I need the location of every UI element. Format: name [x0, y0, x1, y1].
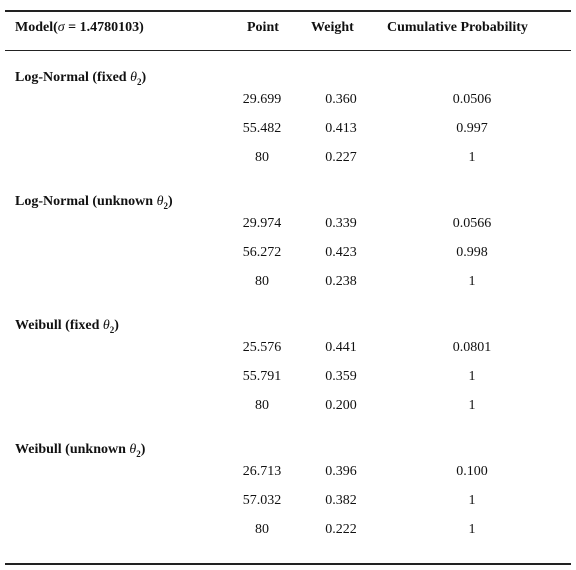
- cell-cumulative: 1: [468, 522, 476, 537]
- header-sigma-symbol: σ: [57, 20, 65, 35]
- table-row: 55.482 0.413 0.997: [5, 121, 571, 143]
- cell-cumulative: 1: [468, 493, 476, 508]
- table-row: 26.713 0.396 0.100: [5, 464, 571, 486]
- cell-weight: 0.227: [325, 150, 357, 165]
- cell-weight: 0.238: [325, 274, 357, 289]
- cell-weight: 0.359: [325, 369, 357, 384]
- cell-cumulative: 0.100: [456, 464, 488, 479]
- header-model-prefix: Model(: [15, 20, 58, 35]
- header-point: Point: [247, 20, 279, 35]
- cell-weight: 0.222: [325, 522, 357, 537]
- group-title: Weibull (unknown θ2): [15, 442, 145, 459]
- group-title-text: Weibull (fixed: [15, 318, 103, 333]
- group-title-suffix: ): [141, 70, 147, 85]
- cell-weight: 0.360: [325, 92, 357, 107]
- table-bottom-rule: [5, 563, 571, 565]
- theta-symbol: θ: [156, 194, 164, 209]
- theta-symbol: θ: [102, 318, 110, 333]
- theta-subscript: 2: [136, 448, 141, 459]
- table-row: 57.032 0.382 1: [5, 493, 571, 515]
- cell-point: 80: [255, 274, 269, 289]
- theta-subscript: 2: [136, 76, 142, 87]
- cell-cumulative: 0.0801: [452, 340, 492, 355]
- cell-weight: 0.382: [325, 493, 357, 508]
- header-weight: Weight: [311, 20, 354, 35]
- cell-cumulative: 1: [468, 150, 476, 165]
- group-title-text: Log-Normal (unknown: [15, 194, 157, 209]
- group-title-text: Log-Normal (fixed: [15, 70, 131, 85]
- cell-cumulative: 1: [468, 398, 476, 413]
- table-header-rule: [5, 50, 571, 51]
- group-title: Log-Normal (fixed θ2): [15, 70, 146, 87]
- group-title-suffix: ): [167, 194, 173, 209]
- cell-point: 57.032: [242, 493, 282, 508]
- header-model: Model(σ = 1.4780103): [15, 20, 144, 36]
- cell-cumulative: 0.997: [456, 121, 488, 136]
- theta-symbol: θ: [129, 442, 137, 457]
- cell-point: 29.974: [242, 216, 282, 231]
- cell-point: 29.699: [242, 92, 282, 107]
- cell-point: 56.272: [242, 245, 282, 260]
- cell-weight: 0.413: [325, 121, 357, 136]
- group-title-suffix: ): [140, 442, 146, 457]
- group-title: Log-Normal (unknown θ2): [15, 194, 173, 211]
- cell-weight: 0.396: [325, 464, 357, 479]
- cell-weight: 0.441: [325, 340, 357, 355]
- cell-point: 55.482: [242, 121, 282, 136]
- cell-point: 26.713: [242, 464, 282, 479]
- table-row: 80 0.200 1: [5, 398, 571, 420]
- cell-point: 80: [255, 522, 269, 537]
- cell-cumulative: 0.998: [456, 245, 488, 260]
- group-title-suffix: ): [114, 318, 119, 333]
- table-row: 80 0.227 1: [5, 150, 571, 172]
- cell-point: 80: [255, 398, 269, 413]
- table-top-rule: [5, 10, 571, 12]
- header-model-value: = 1.4780103): [64, 20, 144, 35]
- table-row: 29.974 0.339 0.0566: [5, 216, 571, 238]
- theta-subscript: 2: [163, 200, 168, 211]
- table-row: 25.576 0.441 0.0801: [5, 340, 571, 362]
- cell-cumulative: 0.0566: [452, 216, 492, 231]
- table-row: 80 0.222 1: [5, 522, 571, 544]
- cell-point: 55.791: [242, 369, 282, 384]
- group-title-text: Weibull (unknown: [15, 442, 130, 457]
- table-row: 56.272 0.423 0.998: [5, 245, 571, 267]
- group-title: Weibull (fixed θ2): [15, 318, 119, 335]
- table-row: 29.699 0.360 0.0506: [5, 92, 571, 114]
- cell-cumulative: 1: [468, 274, 476, 289]
- header-cumulative-probability: Cumulative Probability: [387, 20, 528, 35]
- cell-point: 80: [255, 150, 269, 165]
- cell-weight: 0.200: [325, 398, 357, 413]
- table-row: 80 0.238 1: [5, 274, 571, 296]
- cell-weight: 0.339: [325, 216, 357, 231]
- cell-cumulative: 1: [468, 369, 476, 384]
- cell-point: 25.576: [242, 340, 282, 355]
- cell-cumulative: 0.0506: [452, 92, 492, 107]
- cell-weight: 0.423: [325, 245, 357, 260]
- theta-subscript: 2: [109, 324, 115, 335]
- theta-symbol: θ: [130, 70, 137, 85]
- table-row: 55.791 0.359 1: [5, 369, 571, 391]
